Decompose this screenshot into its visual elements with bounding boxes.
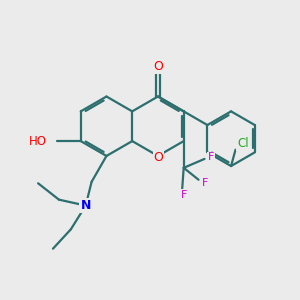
Text: O: O xyxy=(154,151,164,164)
Text: F: F xyxy=(208,152,214,162)
Text: HO: HO xyxy=(28,135,46,148)
Text: Cl: Cl xyxy=(237,137,249,150)
Text: O: O xyxy=(153,60,163,73)
Text: F: F xyxy=(181,190,187,200)
Text: F: F xyxy=(202,178,208,188)
Text: N: N xyxy=(80,199,91,212)
